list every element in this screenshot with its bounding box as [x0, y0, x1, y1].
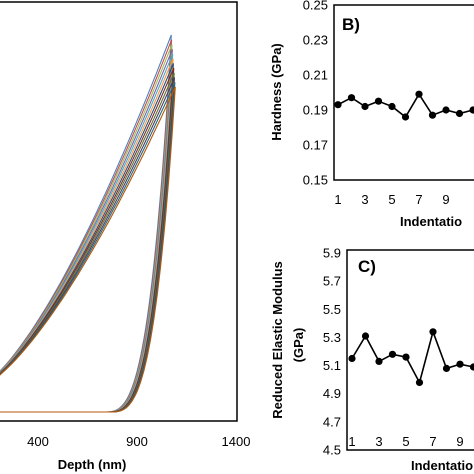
panel-c-ylabel: Reduced Elastic Modulus (GPa)	[270, 261, 306, 418]
panel-a-xtick: 1400	[222, 434, 251, 449]
x-tick-label: 7	[429, 434, 436, 449]
x-tick-label: 5	[388, 192, 395, 207]
y-tick-label: 5.1	[323, 358, 341, 373]
data-point	[402, 353, 410, 361]
data-point	[428, 111, 437, 119]
x-tick-label: 7	[415, 192, 422, 207]
x-tick-label: 5	[402, 434, 409, 449]
data-point	[334, 101, 342, 109]
data-point	[415, 90, 423, 98]
panel-b-frame	[333, 4, 474, 181]
data-point	[348, 354, 356, 363]
x-tick-label: 3	[375, 434, 382, 449]
y-tick-label: 5.9	[323, 246, 341, 261]
panel-b-series	[334, 90, 474, 121]
data-point	[442, 364, 451, 372]
panel-c-yticks: 5.9 5.7 5.5 5.3 5.1 4.9 4.7 4.5	[323, 246, 341, 458]
panel-b: B) 0.25 0.23 0.21 0.19 0.17 0.15 1 3 5 7 9 Hardne…	[269, 0, 474, 229]
data-point	[415, 378, 424, 387]
y-tick-label: 4.9	[323, 386, 341, 401]
panel-a-series-line	[0, 86, 176, 413]
data-point	[401, 113, 410, 121]
x-tick-label: 9	[456, 434, 463, 449]
y-tick-label: 0.19	[303, 103, 328, 118]
data-point	[347, 94, 356, 102]
data-point	[388, 102, 396, 111]
y-tick-label: 0.23	[303, 33, 328, 48]
y-tick-label: 0.21	[303, 68, 328, 83]
y-tick-label: 4.5	[323, 443, 341, 458]
x-tick-label: 1	[334, 192, 341, 207]
panel-c-xticks: 1 3 5 7 9	[348, 434, 463, 449]
panel-c-ylabel-line2: (GPa)	[291, 328, 306, 363]
panel-b-title: B)	[342, 15, 360, 34]
data-point	[388, 350, 397, 358]
panel-a-xtick: 900	[126, 434, 148, 449]
x-tick-label: 9	[442, 192, 449, 207]
series-line	[351, 329, 474, 385]
panel-c-frame	[346, 249, 474, 451]
data-point	[455, 109, 464, 118]
panel-c-xlabel: Indentatio	[411, 458, 473, 473]
panel-c: C) 5.9 5.7 5.5 5.3 5.1 4.9 4.7 4.5 1 3 5 7 9 Reduce…	[270, 246, 474, 473]
panel-a-curves	[0, 34, 176, 413]
y-tick-label: 0.15	[303, 173, 328, 188]
y-tick-label: 5.7	[323, 274, 341, 289]
x-tick-label: 3	[361, 192, 368, 207]
panel-a: 400 900 1400 Depth (nm)	[0, 1, 251, 472]
data-point	[361, 332, 370, 340]
x-tick-label: 1	[348, 434, 355, 449]
panel-a-frame	[0, 1, 238, 422]
y-tick-label: 0.25	[303, 0, 328, 13]
y-tick-label: 4.7	[323, 414, 341, 429]
data-point	[469, 106, 474, 114]
data-point	[469, 363, 474, 371]
panel-b-ylabel: Hardness (GPa)	[269, 43, 284, 141]
y-tick-label: 5.3	[323, 330, 341, 345]
panel-a-xtick: 400	[27, 434, 49, 449]
data-point	[375, 357, 383, 365]
data-point	[456, 360, 464, 368]
panel-b-xlabel: Indentatio	[400, 214, 462, 229]
panel-c-series	[348, 328, 474, 387]
panel-a-xlabel: Depth (nm)	[58, 457, 127, 472]
panel-b-xticks: 1 3 5 7 9	[334, 192, 449, 207]
data-point	[374, 97, 383, 105]
data-point	[429, 328, 437, 336]
panel-b-yticks: 0.25 0.23 0.21 0.19 0.17 0.15	[303, 0, 328, 188]
data-point	[361, 102, 369, 111]
y-tick-label: 5.5	[323, 302, 341, 317]
panel-c-title: C)	[358, 257, 376, 276]
data-point	[442, 106, 450, 114]
y-tick-label: 0.17	[303, 138, 328, 153]
panel-c-ylabel-line1: Reduced Elastic Modulus	[270, 261, 285, 418]
